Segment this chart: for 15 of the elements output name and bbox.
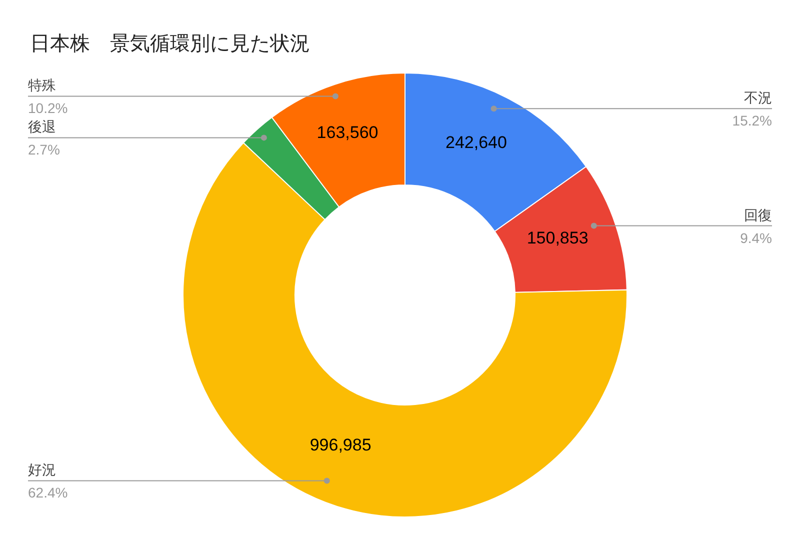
text: 2.7% bbox=[28, 142, 60, 158]
data-label: 996,985 bbox=[310, 435, 372, 454]
slice-label: 特殊 bbox=[28, 78, 56, 94]
data-label: 242,640 bbox=[446, 133, 507, 152]
text: 62.4% bbox=[28, 484, 68, 501]
slice-label: 後退 bbox=[28, 120, 56, 136]
text: 10.2% bbox=[28, 100, 68, 116]
text: 15.2% bbox=[732, 112, 772, 129]
data-label: 150,853 bbox=[526, 228, 588, 248]
slice-label: 回復 bbox=[744, 208, 772, 224]
slice-label: 好況 bbox=[28, 462, 56, 479]
data-label: 163,560 bbox=[316, 123, 378, 142]
text: 9.4% bbox=[740, 230, 772, 246]
chart-title: 日本株 景気循環別に見た状況 bbox=[30, 30, 310, 57]
slice-label: 不況 bbox=[744, 90, 772, 107]
